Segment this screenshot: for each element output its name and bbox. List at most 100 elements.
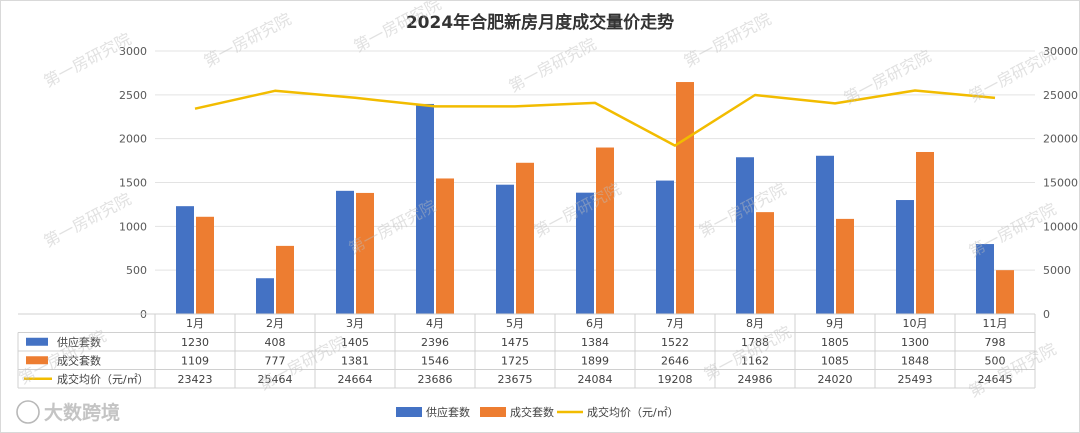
table-series-name: 成交套数 xyxy=(57,353,101,367)
bar xyxy=(736,157,754,314)
x-tick-label: 10月 xyxy=(903,317,928,330)
table-series-name: 供应套数 xyxy=(57,335,101,349)
y-left-tick-label: 1000 xyxy=(119,220,147,233)
y-left-tick-label: 2500 xyxy=(119,89,147,102)
x-tick-label: 4月 xyxy=(426,317,444,330)
bar xyxy=(976,244,994,314)
bar xyxy=(896,200,914,314)
table-value: 1788 xyxy=(741,336,769,349)
legend-swatch xyxy=(396,407,422,417)
table-value: 24986 xyxy=(738,373,773,386)
x-tick-label: 9月 xyxy=(826,317,844,330)
bars xyxy=(176,82,1014,314)
bar xyxy=(196,216,214,314)
table-series-name: 成交均价（元/㎡） xyxy=(57,372,149,386)
table-value: 798 xyxy=(985,336,1006,349)
y-axis-left: 050010001500200025003000 xyxy=(119,45,147,321)
table-value: 24020 xyxy=(818,373,853,386)
line-series-price xyxy=(194,89,996,147)
bar xyxy=(516,162,534,314)
x-tick-label: 2月 xyxy=(266,317,284,330)
table-value: 1381 xyxy=(341,354,369,367)
table-value: 1805 xyxy=(821,336,849,349)
table-value: 23675 xyxy=(498,373,533,386)
table-value: 1899 xyxy=(581,354,609,367)
logo: 大数跨境 xyxy=(16,400,120,424)
y-right-tick-label: 5000 xyxy=(1043,264,1071,277)
table-value: 25464 xyxy=(258,373,293,386)
y-right-tick-label: 10000 xyxy=(1043,220,1078,233)
table-value: 777 xyxy=(265,354,286,367)
y-right-tick-label: 15000 xyxy=(1043,177,1078,190)
bar xyxy=(596,147,614,314)
legend: 供应套数 成交套数 成交均价（元/㎡） xyxy=(396,405,679,419)
table-value: 2646 xyxy=(661,354,689,367)
table-value: 24664 xyxy=(338,373,373,386)
bar xyxy=(176,206,194,314)
bar xyxy=(496,184,514,314)
x-tick-label: 6月 xyxy=(586,317,604,330)
logo-mark xyxy=(16,400,40,424)
bar xyxy=(276,245,294,314)
table-value: 19208 xyxy=(658,373,693,386)
y-left-tick-label: 3000 xyxy=(119,45,147,58)
bar xyxy=(436,178,454,314)
table-value: 1725 xyxy=(501,354,529,367)
table-value: 1230 xyxy=(181,336,209,349)
bar xyxy=(996,270,1014,314)
table-value: 1384 xyxy=(581,336,609,349)
table-value: 23423 xyxy=(178,373,213,386)
y-right-tick-label: 30000 xyxy=(1043,45,1078,58)
y-left-tick-label: 1500 xyxy=(119,177,147,190)
bar xyxy=(356,192,374,314)
legend-label: 成交套数 xyxy=(510,405,554,419)
table-value: 1522 xyxy=(661,336,689,349)
bar xyxy=(816,155,834,314)
chart-title: 2024年合肥新房月度成交量价走势 xyxy=(406,12,674,33)
table-value: 1546 xyxy=(421,354,449,367)
table-value: 1848 xyxy=(901,354,929,367)
price-line xyxy=(194,89,996,147)
x-tick-label: 11月 xyxy=(983,317,1008,330)
table-legend-swatch xyxy=(26,337,48,346)
table-legend-swatch xyxy=(26,356,48,365)
bar xyxy=(336,190,354,314)
table-value: 1162 xyxy=(741,354,769,367)
y-left-tick-label: 500 xyxy=(126,264,147,277)
x-tick-label: 8月 xyxy=(746,317,764,330)
table-value: 1085 xyxy=(821,354,849,367)
y-right-tick-label: 20000 xyxy=(1043,133,1078,146)
table-value: 1475 xyxy=(501,336,529,349)
table-value: 24084 xyxy=(578,373,613,386)
bar xyxy=(576,192,594,314)
legend-label: 成交均价（元/㎡） xyxy=(587,405,679,419)
table-value: 408 xyxy=(265,336,286,349)
table-value: 1405 xyxy=(341,336,369,349)
x-tick-label: 5月 xyxy=(506,317,524,330)
y-right-tick-label: 25000 xyxy=(1043,89,1078,102)
table-value: 500 xyxy=(985,354,1006,367)
bar xyxy=(836,218,854,314)
table-value: 23686 xyxy=(418,373,453,386)
y-axis-right: 0 5000 10000 15000 20000 25000 30000 xyxy=(1043,45,1078,321)
bar xyxy=(656,180,674,314)
y-right-tick-label: 0 xyxy=(1043,308,1050,321)
x-tick-label: 1月 xyxy=(186,317,204,330)
legend-label: 供应套数 xyxy=(426,405,470,419)
x-tick-label: 3月 xyxy=(346,317,364,330)
bar xyxy=(416,103,434,314)
table-value: 1300 xyxy=(901,336,929,349)
table-value: 1109 xyxy=(181,354,209,367)
logo-text: 大数跨境 xyxy=(44,401,120,424)
bar xyxy=(676,82,694,314)
bar xyxy=(256,278,274,314)
table-value: 2396 xyxy=(421,336,449,349)
bar xyxy=(916,151,934,314)
y-left-tick-label: 2000 xyxy=(119,133,147,146)
bar xyxy=(756,212,774,314)
legend-swatch xyxy=(480,407,506,417)
table-value: 24645 xyxy=(978,373,1013,386)
